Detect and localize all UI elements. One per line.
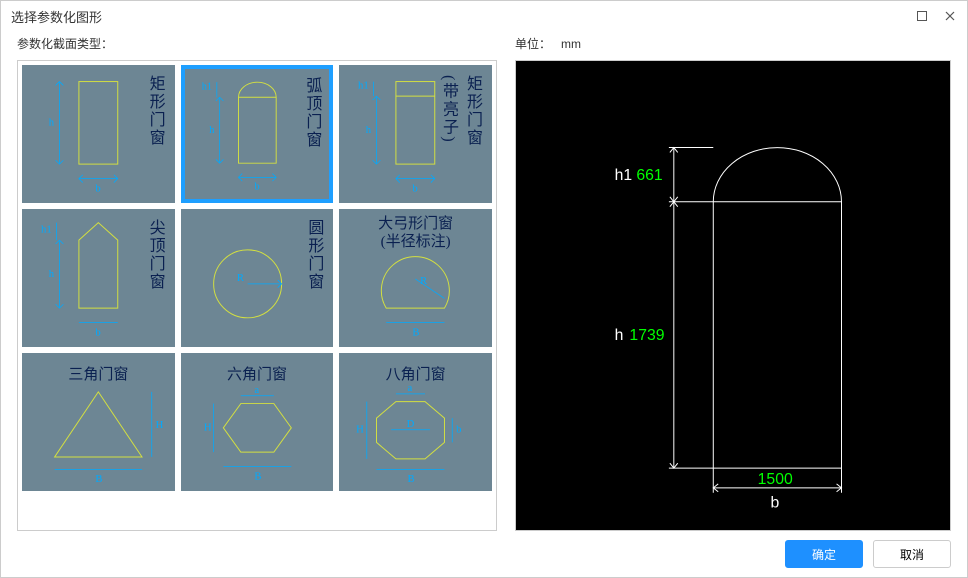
svg-text:H: H — [356, 424, 364, 436]
shape-label: 三角门窗 — [24, 363, 173, 384]
svg-text:B: B — [254, 470, 261, 482]
shape-list-panel: 参数化截面类型： h b 矩形门窗 — [17, 31, 497, 531]
shape-circle[interactable]: R 圆形门窗 — [181, 209, 334, 347]
h-value[interactable]: 1739 — [629, 327, 664, 344]
ok-button[interactable]: 确定 — [785, 540, 863, 568]
window-title: 选择参数化图形 — [11, 7, 915, 26]
close-icon[interactable] — [943, 9, 957, 23]
cancel-button[interactable]: 取消 — [873, 540, 951, 568]
shape-label: 八角门窗 — [341, 363, 490, 384]
svg-text:h1: h1 — [41, 223, 52, 235]
svg-text:R: R — [237, 272, 245, 284]
shape-label: 矩形门窗 — [143, 75, 167, 147]
svg-text:B: B — [413, 326, 420, 338]
svg-text:b: b — [456, 424, 461, 436]
shape-rect-transom[interactable]: h1 h b 矩形门窗 (带亮子) — [339, 65, 492, 203]
shape-label: 尖顶门窗 — [143, 219, 167, 291]
svg-text:a: a — [254, 384, 259, 396]
svg-text:D: D — [407, 418, 415, 430]
shape-triangle[interactable]: H B 三角门窗 — [22, 353, 175, 491]
unit-row: 单位： mm — [515, 35, 951, 52]
unit-label: 单位： — [515, 37, 551, 51]
titlebar: 选择参数化图形 — [1, 1, 967, 31]
footer: 确定 取消 — [1, 531, 967, 577]
svg-text:h: h — [49, 116, 55, 128]
shape-grid: h b 矩形门窗 h1 — [22, 65, 492, 491]
svg-text:H: H — [156, 419, 164, 431]
svg-text:B: B — [408, 473, 415, 485]
unit-value: mm — [561, 37, 581, 51]
svg-text:R: R — [421, 275, 429, 287]
svg-text:b: b — [95, 182, 100, 194]
svg-text:h: h — [209, 125, 215, 136]
b-label: b — [770, 495, 779, 512]
preview-panel: 单位： mm h1 661 h 1 — [515, 31, 951, 531]
list-label: 参数化截面类型： — [17, 35, 497, 52]
shape-scroll[interactable]: h b 矩形门窗 h1 — [17, 60, 497, 531]
svg-text:h: h — [366, 124, 372, 136]
svg-text:b: b — [95, 326, 100, 338]
shape-label: 六角门窗 — [183, 363, 332, 384]
shape-label: 圆形门窗 — [301, 219, 325, 291]
maximize-icon[interactable] — [915, 9, 929, 23]
h-label: h — [615, 327, 624, 344]
svg-text:b: b — [254, 182, 259, 193]
svg-text:h: h — [49, 268, 55, 280]
preview-canvas: h1 661 h 1739 1500 b — [515, 60, 951, 531]
shape-peak[interactable]: h1 h b 尖顶门窗 — [22, 209, 175, 347]
shape-label: 弧顶门窗 — [299, 77, 323, 149]
svg-text:H: H — [204, 422, 212, 434]
shape-bigarc[interactable]: R B 大弓形门窗 (半径标注) — [339, 209, 492, 347]
svg-text:h1: h1 — [201, 82, 211, 93]
shape-label: 大弓形门窗 (半径标注) — [341, 215, 490, 251]
svg-text:B: B — [95, 473, 102, 485]
b-value[interactable]: 1500 — [758, 471, 793, 488]
h1-label: h1 — [615, 167, 633, 184]
shape-octagon[interactable]: a H b D B 八角门窗 — [339, 353, 492, 491]
svg-text:h1: h1 — [358, 79, 369, 91]
shape-label: 矩形门窗 (带亮子) — [436, 75, 484, 147]
shape-rect[interactable]: h b 矩形门窗 — [22, 65, 175, 203]
h1-value[interactable]: 661 — [636, 167, 662, 184]
svg-text:b: b — [413, 182, 418, 194]
shape-hexagon[interactable]: a H B 六角门窗 — [181, 353, 334, 491]
shape-arch[interactable]: h1 h b 弧顶门窗 — [181, 65, 334, 203]
